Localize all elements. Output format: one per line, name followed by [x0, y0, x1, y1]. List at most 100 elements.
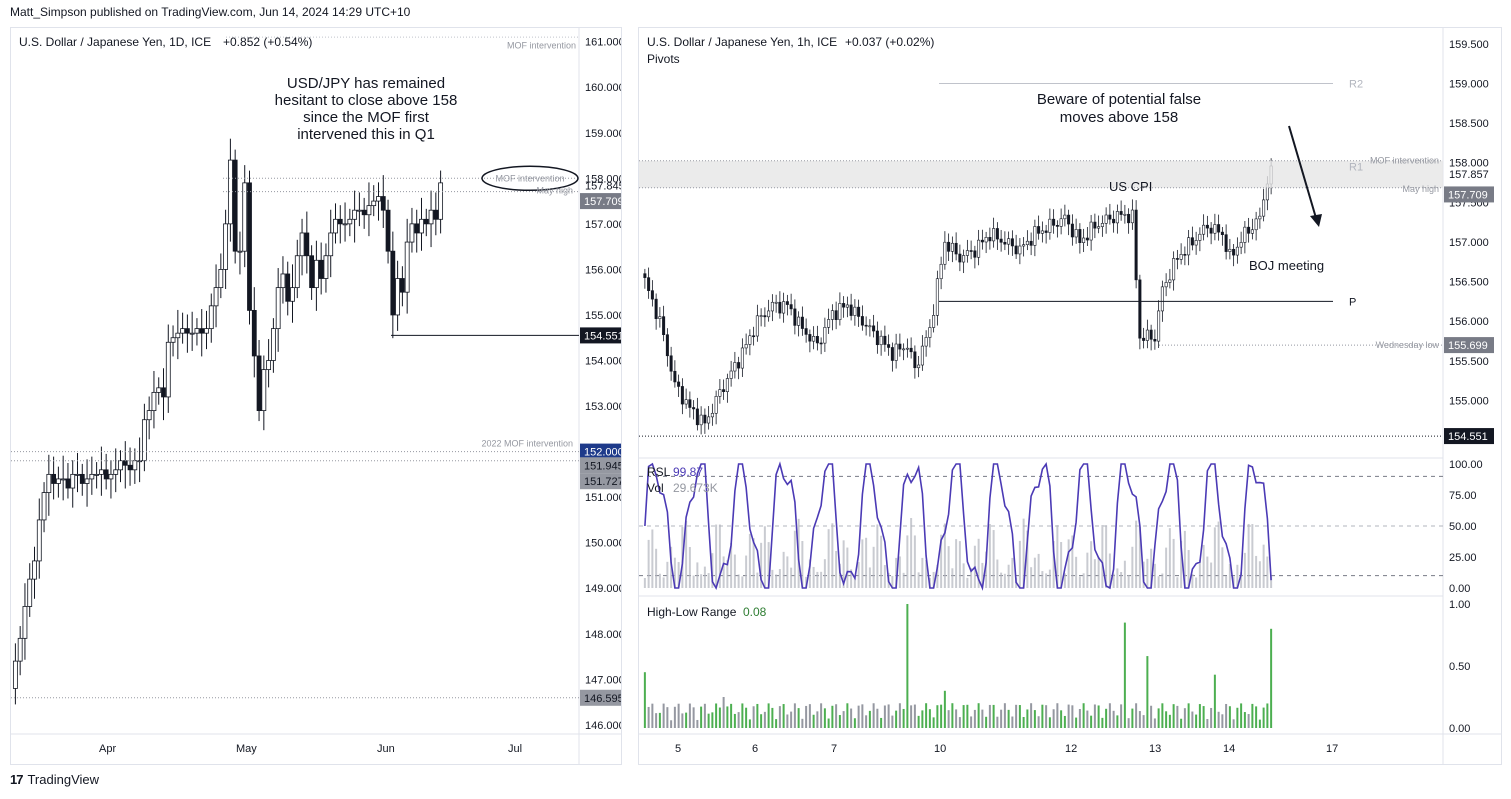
daily-candle [438, 182, 444, 220]
hourly-candle [699, 414, 703, 426]
hourly-volume-bar [666, 561, 669, 588]
hourly-hl-bar [1090, 715, 1093, 728]
hourly-hl-bar [1270, 628, 1273, 728]
hourly-candle [1194, 240, 1198, 246]
daily-chart[interactable]: 161.000 160.000 159.000 158.000 157.000 156.0… [11, 28, 621, 764]
daily-candle [218, 269, 224, 289]
hourly-candle [662, 316, 666, 335]
daily-candle [94, 473, 100, 476]
hourly-hl-bar [722, 697, 725, 728]
hourly-candle [1123, 213, 1127, 216]
hourly-us-cpi-label: US CPI [1109, 179, 1152, 194]
hourly-hl-bar [1052, 709, 1055, 728]
hourly-volume-bar [722, 556, 725, 588]
hourly-hl-bar [1135, 703, 1138, 728]
hourly-hl-bar [692, 707, 695, 728]
hourly-hl-bar [718, 707, 721, 728]
hourly-candle [962, 255, 966, 263]
hourly-hl-bar [737, 712, 740, 728]
hourly-volume-bar [1086, 552, 1089, 588]
hourly-hl-bar [1153, 718, 1156, 728]
hourly-chart[interactable]: 159.500159.000158.500158.000157.500157.0… [639, 28, 1501, 764]
hourly-candle [1224, 234, 1228, 252]
hourly-candle [643, 273, 647, 278]
hourly-hl-bar [707, 713, 710, 728]
hourly-hl-bar [677, 703, 680, 728]
hourly-candle [879, 335, 883, 346]
hourly-hl-bar [1011, 716, 1014, 728]
hourly-candle [1010, 238, 1014, 247]
hourly-may-high-tag-bg [1444, 186, 1494, 203]
hourly-volume-bar [977, 538, 980, 588]
hourly-hl-bar [1161, 703, 1164, 728]
hourly-volume-bar [1225, 576, 1228, 588]
hourly-candle [932, 315, 936, 328]
daily-candle [361, 209, 367, 216]
daily-y-tick-label: 151.000 [585, 492, 621, 504]
hourly-candle [1164, 282, 1168, 288]
hourly-hl-bar [1183, 708, 1186, 728]
hourly-candle [999, 238, 1003, 243]
hourly-volume-bar [868, 567, 871, 588]
hourly-volume-bar [1030, 567, 1033, 588]
hourly-hl-bar [831, 705, 834, 728]
hourly-volume-bar [1123, 560, 1126, 588]
hourly-volume-bar [737, 574, 740, 588]
hourly-volume-bar [842, 540, 845, 588]
hourly-candle [800, 316, 804, 329]
hourly-hl-bar [1048, 717, 1051, 728]
hourly-pivots-label: Pivots [647, 52, 680, 66]
daily-chart-panel[interactable]: 161.000 160.000 159.000 158.000 157.000 156.0… [10, 27, 622, 765]
daily-candle [98, 469, 104, 475]
hourly-hl-bar [760, 714, 763, 728]
hourly-volume-bar [790, 567, 793, 588]
daily-candle [251, 309, 257, 357]
hourly-volume-bar [1146, 558, 1149, 588]
daily-candle [180, 328, 186, 334]
hourly-candle [695, 408, 699, 426]
hourly-candle [935, 278, 939, 316]
hourly-candle [939, 263, 943, 280]
hourly-volume-bar [850, 569, 853, 588]
hourly-volume-bar [985, 551, 988, 588]
daily-candle [17, 637, 23, 662]
hourly-volume-bar [760, 542, 763, 588]
daily-candle [108, 473, 114, 480]
hourly-hl-bar [1213, 674, 1216, 728]
hourly-candle [665, 334, 669, 357]
hourly-candle [785, 301, 789, 305]
daily-last-price: 157.845 [585, 180, 621, 192]
daily-candle [151, 391, 157, 412]
hourly-x-tick-label: 5 [675, 743, 681, 755]
hourly-hl-bar [673, 706, 676, 728]
hourly-candle [947, 241, 951, 252]
hourly-candle [1059, 218, 1063, 227]
hourly-hl-bar [1033, 710, 1036, 728]
hourly-volume-bar [1251, 524, 1254, 588]
hourly-candle [1217, 224, 1221, 233]
hourly-volume-bar [958, 541, 961, 588]
hourly-hl-bar [703, 703, 706, 728]
hourly-hl-bar [733, 713, 736, 728]
hourly-candle [1228, 248, 1232, 252]
hourly-candle [977, 239, 981, 258]
hourly-rsi-label: RSL [647, 465, 671, 479]
hourly-chart-panel[interactable]: 159.500 159.000 158.500 158.000 157.500 157.0… [638, 27, 1502, 765]
hourly-volume-bar [872, 546, 875, 588]
hourly-hl-bar [1056, 703, 1059, 728]
daily-candle [156, 387, 162, 393]
hourly-volume-bar [820, 571, 823, 588]
hourly-volume-bar [741, 576, 744, 588]
hourly-hl-bar [880, 717, 883, 728]
hourly-candle [992, 228, 996, 242]
daily-x-tick-label: May [236, 743, 257, 755]
hourly-hl-label: High-Low Range [647, 605, 737, 619]
daily-y-tick-label: 156.000 [585, 264, 621, 276]
hourly-candle [849, 304, 853, 316]
hourly-volume-bar [992, 530, 995, 588]
hourly-arrow-line [1288, 125, 1317, 219]
daily-candle [356, 209, 362, 212]
hourly-hl-bar [1116, 715, 1119, 728]
hourly-volume-bar [1120, 572, 1123, 588]
hourly-candle [1007, 238, 1011, 245]
